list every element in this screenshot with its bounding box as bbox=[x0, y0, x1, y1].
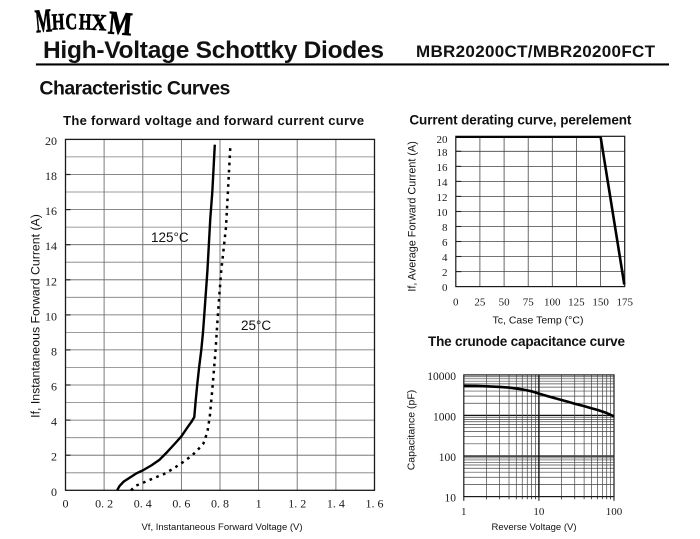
svg-text:H: H bbox=[79, 10, 93, 36]
svg-text:2: 2 bbox=[51, 450, 57, 464]
svg-text:0: 0 bbox=[442, 282, 448, 294]
svg-text:1. 6: 1. 6 bbox=[366, 497, 384, 511]
svg-text:25: 25 bbox=[474, 297, 486, 309]
svg-text:2: 2 bbox=[442, 267, 448, 279]
svg-text:175: 175 bbox=[616, 297, 633, 309]
svg-text:4: 4 bbox=[51, 415, 57, 429]
svg-text:18: 18 bbox=[437, 147, 449, 159]
svg-text:0: 0 bbox=[453, 297, 459, 309]
svg-text:Vf, Instantaneous Forward Volt: Vf, Instantaneous Forward Voltage (V) bbox=[141, 522, 302, 533]
svg-text:Tc, Case Temp (°C): Tc, Case Temp (°C) bbox=[493, 315, 584, 327]
svg-text:20: 20 bbox=[437, 134, 449, 146]
svg-text:1. 4: 1. 4 bbox=[327, 497, 345, 511]
svg-text:If, Instantaneous Forward Curr: If, Instantaneous Forward Current (A) bbox=[29, 214, 43, 418]
svg-text:0. 2: 0. 2 bbox=[95, 497, 113, 511]
svg-text:75: 75 bbox=[523, 297, 535, 309]
svg-text:12: 12 bbox=[45, 274, 57, 288]
svg-text:100: 100 bbox=[606, 506, 623, 518]
svg-text:10: 10 bbox=[437, 207, 449, 219]
svg-text:Current derating curve, perele: Current derating curve, perelement bbox=[409, 113, 632, 128]
svg-text:0: 0 bbox=[63, 497, 69, 511]
svg-text:14: 14 bbox=[45, 239, 57, 253]
svg-text:14: 14 bbox=[437, 177, 449, 189]
svg-text:16: 16 bbox=[45, 204, 57, 218]
svg-text:1: 1 bbox=[461, 506, 467, 518]
svg-text:High-Voltage Schottky Diodes: High-Voltage Schottky Diodes bbox=[43, 37, 384, 64]
svg-text:Reverse Voltage (V): Reverse Voltage (V) bbox=[491, 522, 576, 533]
svg-text:Characteristic Curves: Characteristic Curves bbox=[39, 78, 230, 100]
svg-text:6: 6 bbox=[442, 237, 448, 249]
svg-text:The forward voltage and forwar: The forward voltage and forward current … bbox=[63, 113, 364, 128]
svg-text:150: 150 bbox=[592, 297, 609, 309]
svg-text:H: H bbox=[51, 9, 65, 35]
svg-text:12: 12 bbox=[437, 192, 448, 204]
svg-text:C: C bbox=[65, 9, 77, 35]
svg-text:8: 8 bbox=[51, 344, 57, 358]
svg-text:1. 2: 1. 2 bbox=[288, 497, 306, 511]
svg-text:100: 100 bbox=[544, 297, 561, 309]
svg-text:MBR20200CT/MBR20200FCT: MBR20200CT/MBR20200FCT bbox=[416, 42, 656, 61]
svg-text:16: 16 bbox=[437, 162, 449, 174]
svg-text:10000: 10000 bbox=[427, 371, 456, 383]
svg-text:125°C: 125°C bbox=[151, 230, 189, 245]
svg-text:M: M bbox=[34, 2, 53, 40]
svg-text:20: 20 bbox=[45, 134, 57, 148]
svg-text:10: 10 bbox=[445, 493, 457, 505]
svg-text:8: 8 bbox=[442, 222, 448, 234]
svg-text:1000: 1000 bbox=[433, 412, 456, 424]
svg-text:0. 4: 0. 4 bbox=[134, 497, 152, 511]
svg-text:If, Average Forward Current (A: If, Average Forward Current (A) bbox=[407, 141, 419, 291]
svg-text:X: X bbox=[91, 9, 108, 36]
svg-text:25°C: 25°C bbox=[241, 318, 271, 333]
svg-text:0: 0 bbox=[51, 485, 57, 499]
svg-text:50: 50 bbox=[499, 297, 511, 309]
svg-text:6: 6 bbox=[51, 380, 57, 394]
svg-text:100: 100 bbox=[439, 452, 457, 464]
svg-text:0. 8: 0. 8 bbox=[211, 497, 229, 511]
svg-text:0. 6: 0. 6 bbox=[172, 497, 190, 511]
svg-text:Capacitance (pF): Capacitance (pF) bbox=[406, 390, 418, 471]
svg-text:1: 1 bbox=[256, 497, 262, 511]
svg-text:4: 4 bbox=[442, 252, 448, 264]
svg-text:125: 125 bbox=[568, 297, 585, 309]
svg-text:M: M bbox=[107, 5, 134, 43]
svg-text:10: 10 bbox=[533, 506, 545, 518]
svg-text:18: 18 bbox=[45, 169, 57, 183]
svg-text:10: 10 bbox=[45, 309, 57, 323]
svg-text:The crunode capacitance curve: The crunode capacitance curve bbox=[428, 334, 625, 349]
